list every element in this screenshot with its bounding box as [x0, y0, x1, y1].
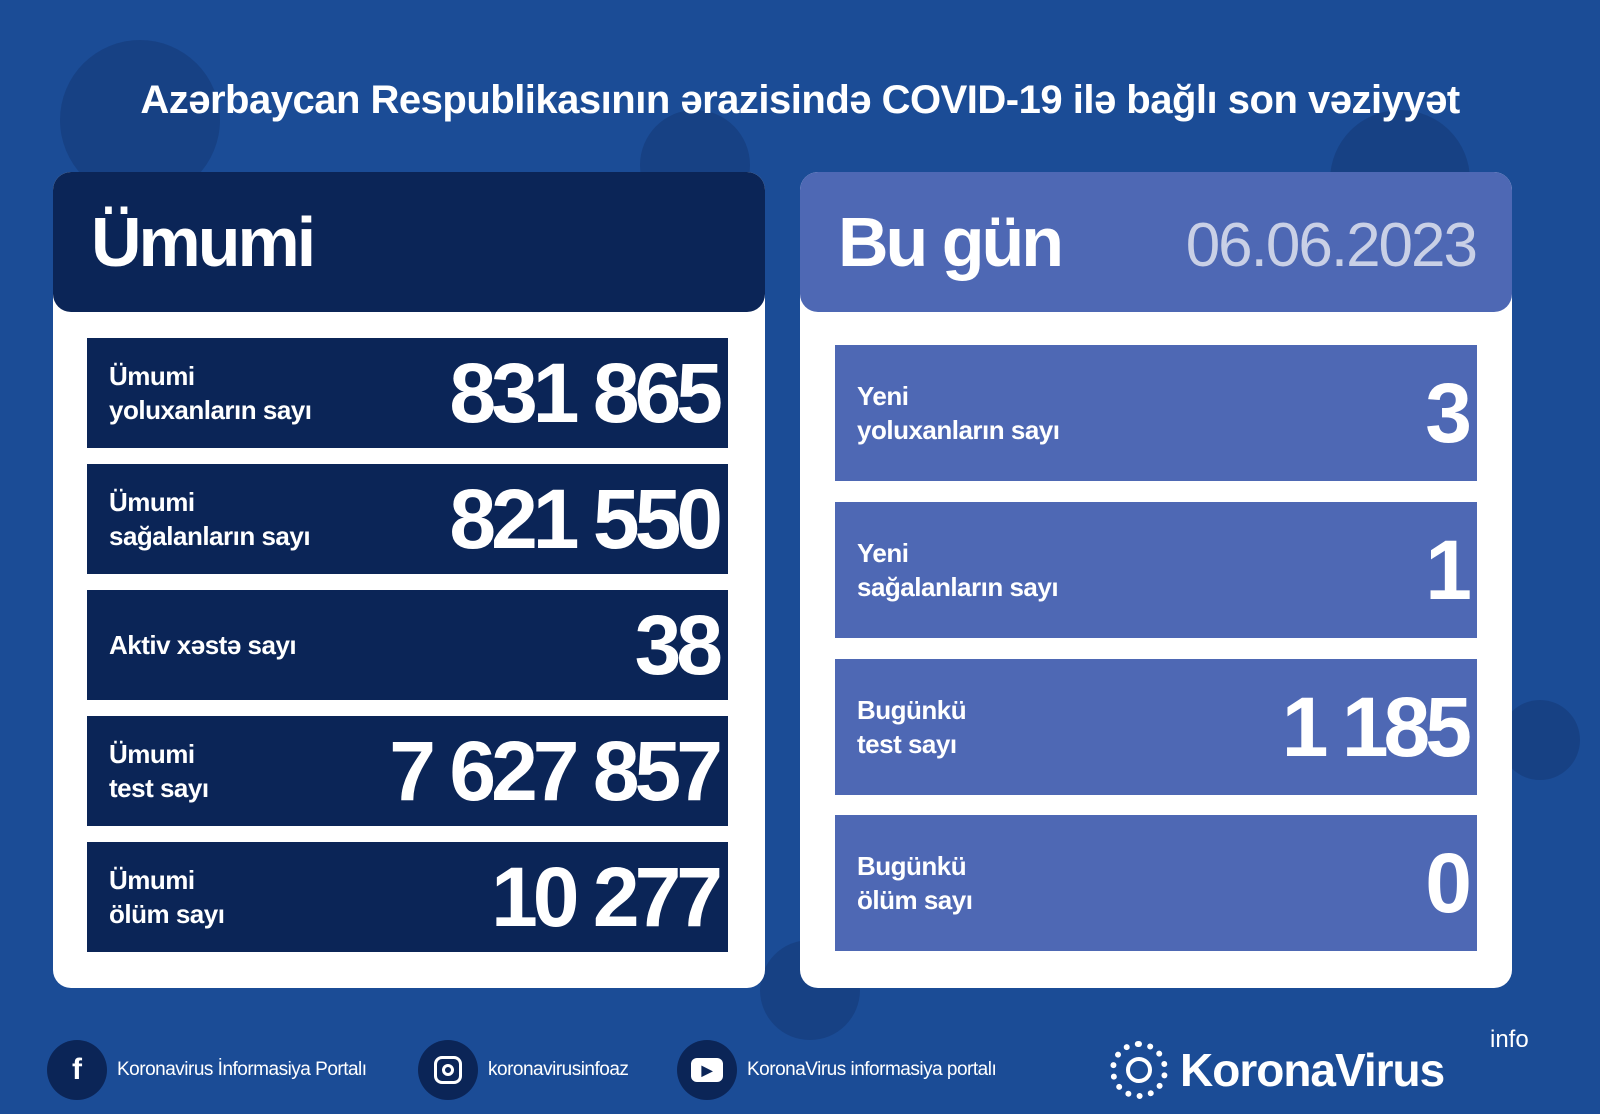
stat-row: Bugünkü test sayı 1 185 — [835, 659, 1477, 795]
facebook-icon: f — [47, 1040, 107, 1100]
stat-row: Ümumi test sayı 7 627 857 — [87, 716, 728, 826]
stat-label: Bugünkü ölüm sayı — [857, 851, 973, 915]
brand-sup: info — [1490, 1026, 1529, 1053]
stat-label: Bugünkü test sayı — [857, 695, 967, 759]
brand-name: KoronaVirus — [1180, 1044, 1445, 1096]
stat-row: Yeni sağalanların sayı 1 — [835, 502, 1477, 638]
stat-label: Ümumi test sayı — [109, 739, 209, 803]
total-card: Ümumi Ümumi yoluxanların sayı 831 865 Ümum… — [53, 172, 765, 988]
footer: f Koronavirus İnformasiya Portalı koronav… — [0, 1026, 1600, 1100]
stat-label: Ümumi ölüm sayı — [109, 865, 225, 929]
date-label: 06.06.2023 — [1185, 211, 1478, 280]
stat-value: 0 — [1425, 835, 1472, 930]
total-header-label: Ümumi — [91, 203, 316, 281]
stat-label: Yeni sağalanların sayı — [857, 538, 1059, 602]
stat-value: 831 865 — [449, 345, 723, 440]
instagram-icon — [418, 1040, 478, 1100]
stat-value: 3 — [1425, 365, 1472, 460]
youtube-link[interactable]: ▶ KoronaVirus informasiya portalı — [677, 1040, 997, 1100]
today-card: Bu gün 06.06.2023 Yeni yoluxanların sayı 3… — [800, 172, 1512, 988]
stat-value: 38 — [634, 597, 723, 692]
stat-row: Yeni yoluxanların sayı 3 — [835, 345, 1477, 481]
stat-value: 1 185 — [1281, 679, 1472, 774]
stat-row: Ümumi sağalanların sayı 821 550 — [87, 464, 728, 574]
instagram-link[interactable]: koronavirusinfoaz — [418, 1040, 629, 1100]
today-header-label: Bu gün — [838, 203, 1064, 281]
facebook-link[interactable]: f Koronavirus İnformasiya Portalı — [47, 1040, 367, 1100]
stat-row: Aktiv xəstə sayı 38 — [87, 590, 728, 700]
stat-row: Ümumi yoluxanların sayı 831 865 — [87, 338, 728, 448]
youtube-icon: ▶ — [677, 1040, 737, 1100]
stat-row: Bugünkü ölüm sayı 0 — [835, 815, 1477, 951]
stat-label: Ümumi sağalanların sayı — [109, 487, 311, 551]
stat-value: 7 627 857 — [389, 723, 723, 818]
virus-decoration-icon — [1500, 700, 1580, 780]
stat-label: Ümumi yoluxanların sayı — [109, 361, 312, 425]
page-title: Azərbaycan Respublikasının ərazisində CO… — [140, 78, 1460, 122]
virus-logo-icon — [1110, 1041, 1168, 1099]
stat-value: 821 550 — [449, 471, 723, 566]
stat-value: 10 277 — [491, 849, 723, 944]
stat-label: Yeni yoluxanların sayı — [857, 381, 1060, 445]
stat-row: Ümumi ölüm sayı 10 277 — [87, 842, 728, 952]
total-header: Ümumi — [53, 172, 765, 312]
today-header: Bu gün 06.06.2023 — [800, 172, 1512, 312]
brand-logo: KoronaVirus info — [1110, 1026, 1550, 1100]
stat-value: 1 — [1425, 522, 1472, 617]
stat-label: Aktiv xəstə sayı — [109, 630, 297, 660]
